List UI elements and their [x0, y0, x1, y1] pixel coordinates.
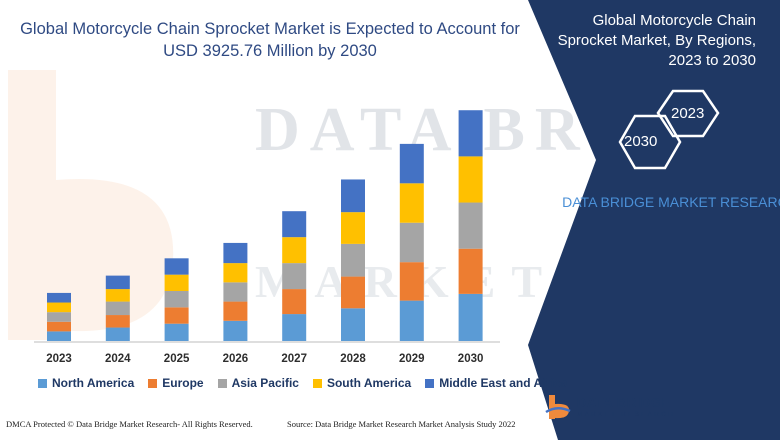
- logo-subtitle: MARKET RESEARCH: [577, 410, 675, 418]
- legend-label: Asia Pacific: [231, 376, 299, 390]
- bar-2024-middle-east-and-africa: [105, 275, 130, 290]
- source-note: Source: Data Bridge Market Research Mark…: [287, 419, 516, 429]
- bar-2023-middle-east-and-africa: [47, 292, 71, 303]
- legend-swatch: [38, 378, 47, 388]
- hexagon-2023: [656, 89, 720, 138]
- legend-swatch: [425, 378, 435, 388]
- legend-item-middle-east-and-africa: Middle East and Africa: [425, 376, 567, 390]
- bar-2025-europe: [164, 307, 189, 324]
- bar-2023-north-america: [47, 331, 71, 341]
- bar-2026-south-america: [223, 263, 248, 283]
- chart-legend: North America Europe Asia Pacific South Ame…: [38, 376, 567, 390]
- x-tick-label-2028: 2028: [340, 353, 366, 365]
- legend-label: Europe: [162, 376, 204, 390]
- bar-2025-middle-east-and-africa: [164, 258, 189, 275]
- bar-2023-south-america: [47, 302, 71, 313]
- logo-icon: [545, 395, 571, 419]
- bar-2030-middle-east-and-africa: [458, 110, 483, 157]
- x-tick-label-2023: 2023: [46, 353, 72, 365]
- bar-2029-middle-east-and-africa: [399, 143, 424, 184]
- bar-2028-middle-east-and-africa: [341, 179, 365, 213]
- right-panel-brand: DATA BRIDGE MARKET RESEARCH: [562, 194, 780, 210]
- bar-2025-north-america: [164, 323, 189, 341]
- x-tick-label-2030: 2030: [458, 353, 484, 365]
- bar-2029-asia-pacific: [399, 222, 424, 263]
- bar-2030-asia-pacific: [458, 202, 483, 249]
- copyright-notice: DMCA Protected © Data Bridge Market Rese…: [6, 419, 253, 429]
- chart-title: Global Motorcycle Chain Sprocket Market …: [20, 20, 520, 60]
- x-tick-label-2029: 2029: [399, 353, 425, 365]
- x-tick-label-2024: 2024: [105, 353, 131, 365]
- hex-label-start: 2023: [671, 105, 705, 122]
- watermark-logo: [8, 70, 174, 340]
- hex-label-end: 2030: [624, 133, 658, 150]
- bar-2026-north-america: [223, 320, 248, 341]
- bar-2025-south-america: [164, 274, 189, 291]
- bar-2023-europe: [47, 321, 71, 332]
- bar-2030-europe: [458, 248, 483, 294]
- bar-2027-south-america: [282, 237, 307, 264]
- bar-2029-europe: [399, 262, 424, 301]
- hexagon-2030: [618, 114, 682, 170]
- x-tick-label-2025: 2025: [164, 353, 190, 365]
- right-panel-title: Global Motorcycle Chain Sprocket Market,…: [557, 12, 756, 69]
- bar-2028-asia-pacific: [341, 243, 365, 277]
- bar-2025-asia-pacific: [164, 291, 189, 308]
- logo-name: DATA BRIDGE: [577, 394, 671, 410]
- bar-2028-north-america: [341, 308, 365, 341]
- x-tick-label-2027: 2027: [281, 353, 307, 365]
- legend-item-europe: Europe: [148, 376, 204, 390]
- bar-2030-north-america: [458, 293, 483, 341]
- bar-2026-asia-pacific: [223, 282, 248, 302]
- bar-2027-middle-east-and-africa: [282, 211, 307, 238]
- legend-item-north-america: North America: [38, 376, 134, 390]
- bar-2023-asia-pacific: [47, 312, 71, 322]
- bar-2030-south-america: [458, 156, 483, 203]
- bar-2026-middle-east-and-africa: [223, 242, 248, 264]
- legend-swatch: [312, 378, 322, 388]
- legend-label: South America: [326, 376, 412, 390]
- bar-2026-europe: [223, 301, 248, 321]
- bar-2024-europe: [105, 315, 130, 328]
- bar-2029-south-america: [399, 183, 424, 223]
- bar-2024-asia-pacific: [105, 301, 130, 316]
- bar-2028-europe: [341, 276, 365, 309]
- legend-swatch: [217, 378, 227, 388]
- bar-2024-north-america: [105, 327, 130, 341]
- legend-label: North America: [52, 376, 135, 390]
- company-logo: DATA BRIDGE MARKET RESEARCH: [543, 392, 675, 422]
- legend-item-asia-pacific: Asia Pacific: [217, 376, 299, 390]
- x-tick-label-2026: 2026: [223, 353, 249, 365]
- bar-2027-north-america: [282, 314, 307, 341]
- bar-2029-north-america: [399, 300, 424, 341]
- bar-2028-south-america: [341, 212, 365, 244]
- bar-2027-europe: [282, 289, 307, 315]
- legend-label: Middle East and Africa: [439, 376, 568, 390]
- legend-item-south-america: South America: [312, 376, 412, 390]
- bar-2024-south-america: [105, 289, 130, 302]
- bar-2027-asia-pacific: [282, 263, 307, 290]
- legend-swatch: [148, 378, 158, 388]
